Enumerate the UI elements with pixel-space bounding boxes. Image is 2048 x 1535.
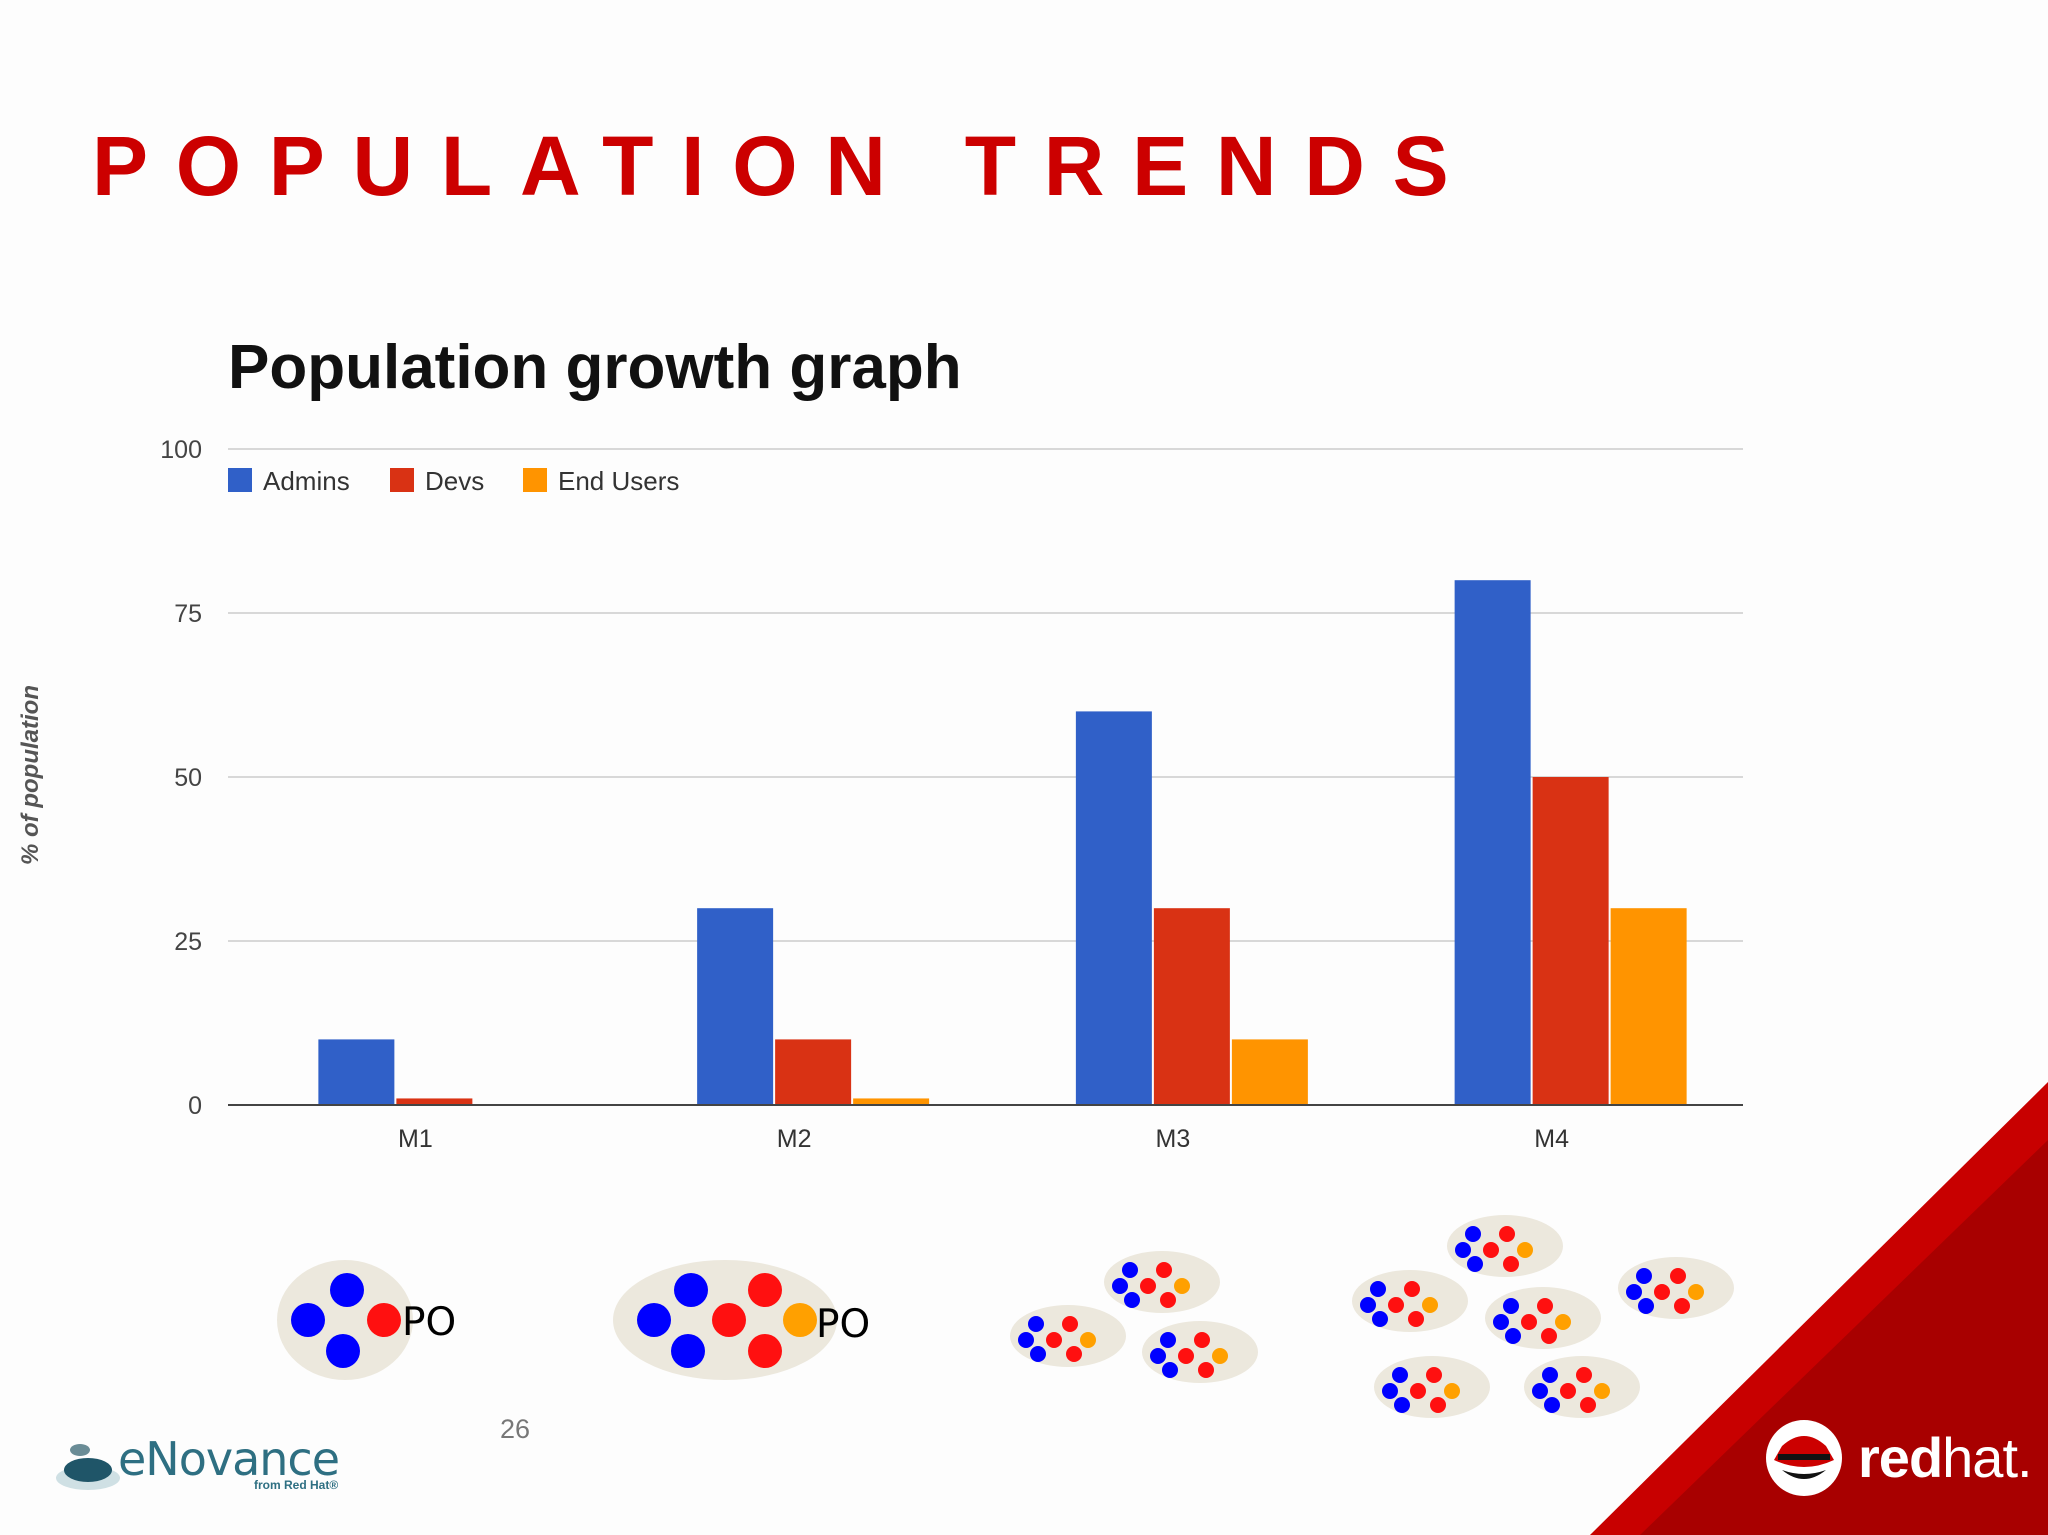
bar-admins-m1 — [318, 1039, 395, 1105]
y-tick-label: 50 — [174, 764, 202, 792]
small-clusters — [1010, 1215, 1734, 1418]
chart-title: Population growth graph — [228, 333, 962, 402]
small-cluster — [1010, 1305, 1126, 1367]
small-cluster — [1485, 1287, 1601, 1349]
redhat-word-red: red — [1858, 1426, 1943, 1489]
small-cluster — [1447, 1215, 1563, 1277]
bar-admins-m3 — [1075, 711, 1152, 1105]
bar-admins-m2 — [697, 908, 774, 1105]
bar-devs-m3 — [1153, 908, 1230, 1105]
small-cluster — [1352, 1270, 1468, 1332]
small-cluster — [1524, 1356, 1640, 1418]
bar-admins-m4 — [1454, 580, 1531, 1105]
small-cluster — [1142, 1321, 1258, 1383]
cluster-m2 — [613, 1260, 837, 1380]
redhat-shadowman-icon — [1766, 1420, 1842, 1496]
legend-label: End Users — [558, 466, 679, 496]
enovance-wordmark: eNovance — [118, 1432, 340, 1486]
small-cluster — [1104, 1251, 1220, 1313]
legend-swatch-end-users — [523, 468, 547, 492]
y-axis-ticks: 0 25 50 75 100 — [160, 436, 202, 1120]
y-axis-label: % of population — [17, 685, 44, 865]
po-label-2: PO — [816, 1302, 871, 1347]
bar-end-users-m4 — [1610, 908, 1687, 1105]
redhat-wordmark: redhat. — [1858, 1425, 2033, 1490]
legend: Admins Devs End Users — [228, 466, 679, 496]
bar-devs-m1 — [396, 1098, 473, 1105]
page-number: 26 — [500, 1414, 531, 1444]
corner-triangle-dark — [1640, 1140, 2048, 1535]
small-cluster — [1618, 1257, 1734, 1319]
legend-swatch-admins — [228, 468, 252, 492]
small-cluster — [1374, 1356, 1490, 1418]
bar-devs-m4 — [1532, 777, 1609, 1105]
bar-end-users-m2 — [853, 1098, 930, 1105]
po-label-1: PO — [402, 1300, 457, 1345]
x-tick-label: M2 — [777, 1125, 812, 1153]
cluster-m1 — [277, 1260, 413, 1380]
enovance-logo-icon — [56, 1444, 120, 1490]
y-tick-label: 0 — [188, 1092, 202, 1120]
x-tick-label: M1 — [398, 1125, 433, 1153]
x-axis-ticks: M1 M2 M3 M4 — [398, 1125, 1569, 1153]
y-tick-label: 100 — [160, 436, 202, 464]
bar-end-users-m3 — [1231, 1039, 1308, 1105]
legend-label: Devs — [425, 466, 484, 496]
y-tick-label: 25 — [174, 928, 202, 956]
redhat-word-hat: hat. — [1942, 1426, 2032, 1489]
legend-swatch-devs — [390, 468, 414, 492]
legend-label: Admins — [263, 466, 350, 496]
y-tick-label: 75 — [174, 600, 202, 628]
bars — [318, 580, 1687, 1105]
bar-devs-m2 — [775, 1039, 852, 1105]
slide-title: POPULATION TRENDS — [92, 119, 1477, 213]
x-tick-label: M4 — [1534, 1125, 1569, 1153]
x-tick-label: M3 — [1156, 1125, 1191, 1153]
enovance-tagline: from Red Hat® — [254, 1478, 339, 1492]
